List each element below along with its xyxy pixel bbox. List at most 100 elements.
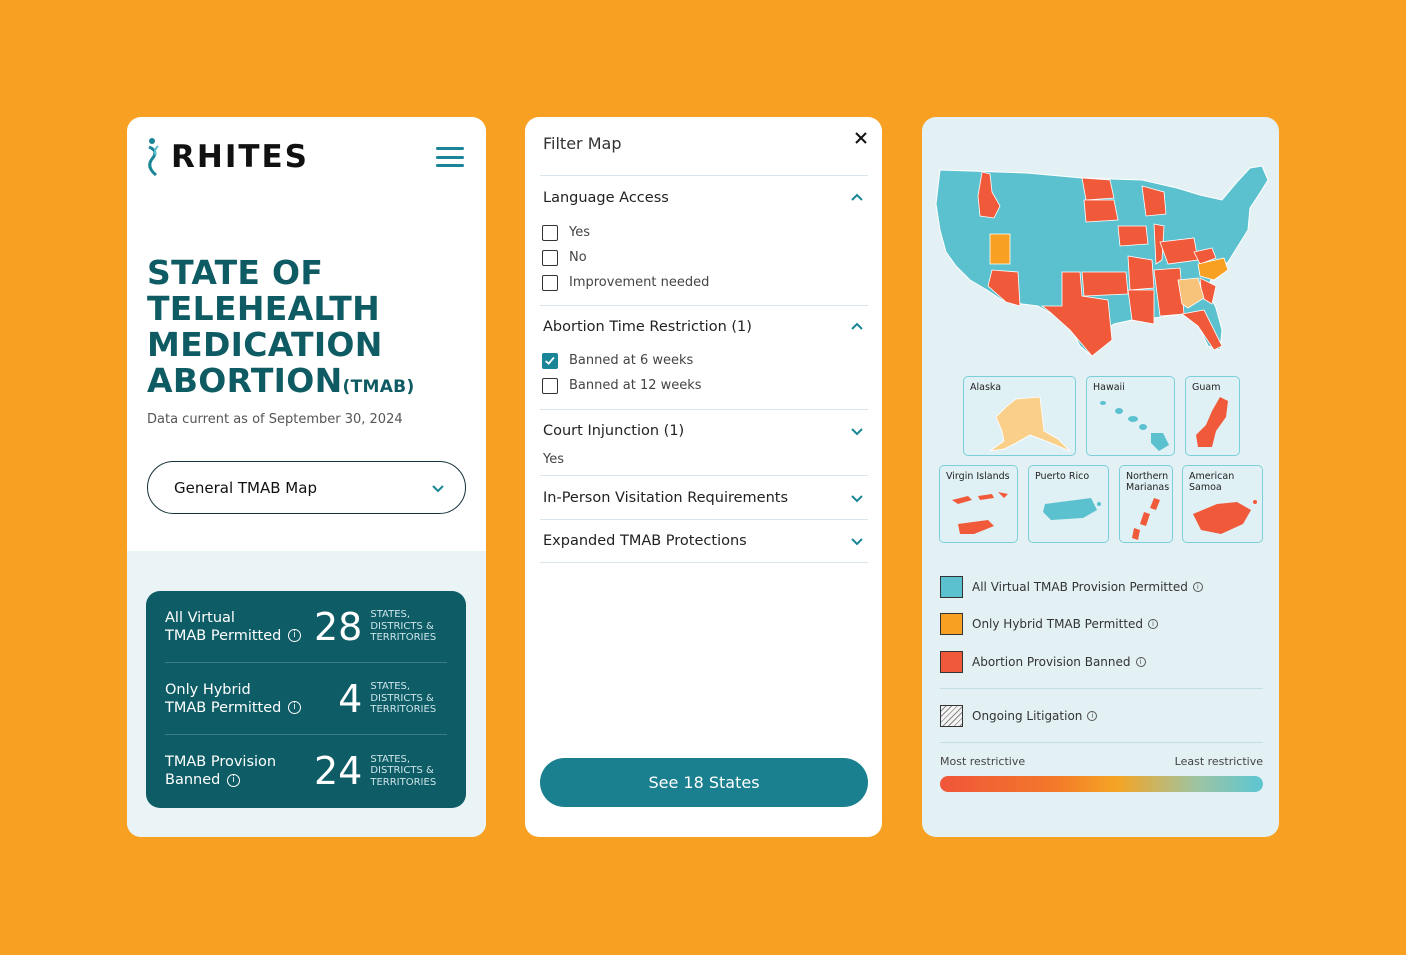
inset-virgin-islands[interactable]: Virgin Islands (939, 465, 1018, 543)
info-icon[interactable]: i (1087, 711, 1098, 721)
filter-language-access: Language Access Yes No Improvement neede… (540, 175, 868, 295)
legend-swatch (940, 576, 963, 598)
restrictiveness-gradient (940, 776, 1263, 792)
stat-number: 4 (338, 676, 363, 721)
logo-icon (148, 138, 159, 177)
checkbox-option[interactable]: Yes (540, 220, 868, 245)
chevron-up-icon (851, 193, 863, 201)
legend-label: All Virtual TMAB Provision Permitted (972, 580, 1188, 594)
stat-unit-line: DISTRICTS & (370, 765, 434, 777)
us-map[interactable] (932, 160, 1272, 360)
stat-number: 24 (314, 749, 363, 793)
info-icon[interactable]: i (226, 773, 240, 787)
legend-label: Abortion Provision Banned (972, 655, 1131, 669)
legend-item-litigation: Ongoing Litigation i (940, 705, 1098, 727)
chevron-down-icon (851, 494, 863, 502)
florida (1181, 309, 1223, 351)
utah (989, 233, 1011, 265)
stat-label-line: Banned (165, 772, 221, 788)
inset-name: Virgin Islands (946, 471, 1010, 482)
stat-unit-line: STATES, (370, 609, 411, 621)
alaska-shape (989, 396, 1071, 452)
section-header[interactable]: In-Person Visitation Requirements (540, 476, 868, 519)
section-header[interactable]: Court Injunction (1) (540, 410, 868, 452)
inset-alaska[interactable]: Alaska (963, 376, 1076, 456)
map-type-dropdown[interactable]: General TMAB Map (147, 461, 466, 514)
hawaii-shape (1100, 401, 1169, 451)
filter-title: Filter Map (543, 134, 622, 153)
inset-name: Guam (1192, 382, 1221, 393)
missouri-arkansas (1127, 255, 1155, 291)
title-line: STATE OF (147, 253, 324, 292)
inset-name: Alaska (970, 382, 1002, 393)
section-selected-value: Yes (543, 452, 564, 467)
checkbox-checked[interactable] (542, 352, 558, 369)
section-header[interactable]: Language Access (540, 176, 868, 220)
title-suffix: (TMAB) (342, 377, 415, 397)
checkbox-label: Improvement needed (569, 275, 710, 290)
legend-swatch-hatched (940, 705, 963, 727)
american-samoa-shape (1193, 500, 1257, 534)
stat-unit-line: STATES, (370, 753, 411, 765)
checkbox[interactable] (542, 224, 558, 241)
stat-unit-line: DISTRICTS & (370, 692, 434, 704)
stat-unit-line: DISTRICTS & (370, 620, 434, 632)
stat-row-hybrid: Only Hybrid TMAB Permitted i 4 STATES, DIS… (165, 663, 447, 735)
checkbox-option[interactable]: Improvement needed (540, 270, 868, 295)
south-dakota (1083, 199, 1119, 223)
logo-text: RHITES (171, 139, 309, 175)
section-title: In-Person Visitation Requirements (543, 489, 789, 506)
hamburger-icon[interactable] (436, 147, 464, 167)
close-icon[interactable] (853, 130, 869, 146)
section-title: Court Injunction (1) (543, 423, 685, 439)
section-header[interactable]: Expanded TMAB Protections (540, 520, 868, 562)
filter-in-person-visitation: In-Person Visitation Requirements (540, 475, 868, 519)
chevron-up-icon (851, 322, 863, 330)
info-icon[interactable]: i (287, 629, 301, 642)
checkbox-label: Banned at 6 weeks (569, 353, 694, 368)
checkbox-option[interactable]: No (540, 245, 868, 270)
guam-shape (1196, 397, 1228, 447)
title-line: TELEHEALTH (147, 289, 381, 328)
scale-label-right: Least restrictive (1174, 755, 1263, 768)
georgia-litigation (1177, 277, 1205, 309)
legend-item-virtual: All Virtual TMAB Provision Permitted i (940, 576, 1203, 598)
stat-row-virtual: All Virtual TMAB Permitted i 28 STATES, DI… (165, 591, 447, 663)
data-current-date: Data current as of September 30, 2024 (147, 412, 403, 427)
stat-unit-line: TERRITORIES (370, 776, 437, 788)
checkbox-label: Yes (569, 225, 590, 240)
info-icon[interactable]: i (287, 701, 301, 714)
inset-northern-marianas[interactable]: Northern Marianas (1119, 465, 1173, 543)
inset-name: Hawaii (1093, 382, 1125, 393)
inset-puerto-rico[interactable]: Puerto Rico (1028, 465, 1109, 543)
section-title: Abortion Time Restriction (1) (543, 319, 752, 335)
section-header[interactable]: Abortion Time Restriction (1) (540, 306, 868, 348)
louisiana-mississippi (1127, 289, 1155, 325)
map-panel: Alaska Hawaii Guam Virgin Islands Puerto… (922, 117, 1279, 837)
stat-row-banned: TMAB Provision Banned i 24 STATES, DISTRIC… (165, 735, 447, 807)
north-carolina (1197, 257, 1229, 281)
stat-unit-line: TERRITORIES (370, 704, 437, 716)
wisconsin (1141, 185, 1167, 217)
stat-unit-line: STATES, (370, 681, 411, 693)
info-icon[interactable]: i (1135, 657, 1146, 667)
checkbox-option[interactable]: Banned at 12 weeks (540, 373, 868, 398)
checkbox[interactable] (542, 274, 558, 291)
checkbox-option[interactable]: Banned at 6 weeks (540, 348, 868, 373)
section-title: Expanded TMAB Protections (543, 533, 747, 549)
stat-unit: STATES, DISTRICTS & TERRITORIES (370, 609, 447, 644)
legend-divider (940, 688, 1263, 690)
inset-american-samoa[interactable]: American Samoa (1182, 465, 1263, 543)
info-icon[interactable]: i (1192, 582, 1203, 592)
scale-label-left: Most restrictive (940, 755, 1026, 768)
checkbox[interactable] (542, 249, 558, 266)
rhites-logo[interactable]: RHITES (147, 137, 309, 177)
inset-hawaii[interactable]: Hawaii (1086, 376, 1175, 456)
inset-guam[interactable]: Guam (1185, 376, 1240, 456)
stat-label-line: Only Hybrid (165, 681, 251, 698)
see-states-button[interactable]: See 18 States (540, 758, 868, 807)
iowa (1117, 225, 1149, 247)
checkbox[interactable] (542, 377, 558, 394)
legend-item-banned: Abortion Provision Banned i (940, 651, 1146, 673)
info-icon[interactable]: i (1148, 619, 1159, 629)
